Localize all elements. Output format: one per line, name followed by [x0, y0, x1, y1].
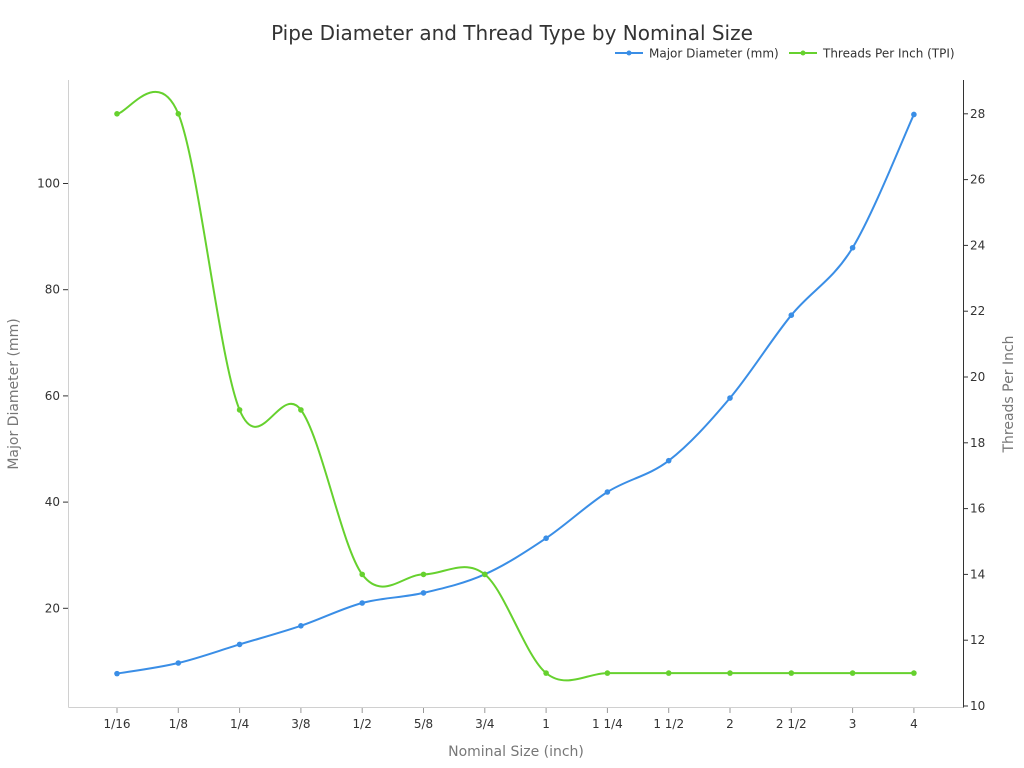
legend: Major Diameter (mm) Threads Per Inch (TP… [615, 47, 955, 61]
tpi-point[interactable] [114, 111, 120, 117]
y-axis-label-right: Threads Per Inch [1001, 335, 1017, 453]
y2-tick-label: 10 [970, 699, 985, 713]
x-tick-label: 1 [542, 717, 550, 731]
tpi-point[interactable] [543, 670, 549, 676]
series-threads-per-inch [114, 90, 917, 682]
legend-label-major-diameter: Major Diameter (mm) [649, 47, 779, 61]
x-tick-label: 2 1/2 [776, 717, 807, 731]
tpi-point[interactable] [788, 670, 795, 676]
tpi-point[interactable] [849, 670, 856, 676]
plot-area [68, 80, 964, 708]
x-tick-label: 1/16 [104, 717, 131, 731]
x-tick-label: 3/8 [291, 717, 310, 731]
major-diameter-point[interactable] [236, 641, 243, 648]
major-diameter-point[interactable] [849, 244, 856, 251]
tpi-line [116, 90, 914, 682]
y2-tick-label: 26 [970, 173, 985, 187]
y2-tick-label: 20 [970, 370, 985, 384]
major-diameter-point[interactable] [359, 600, 366, 606]
y-tick-label: 100 [37, 177, 60, 191]
legend-marker-tpi [800, 50, 806, 56]
x-tick-label: 3/4 [475, 717, 494, 731]
x-tick-label: 1 1/4 [592, 717, 623, 731]
right-y-axis-ticks: 10 12 14 16 18 20 22 24 26 28 [963, 107, 985, 713]
major-diameter-point[interactable] [114, 670, 120, 677]
legend-marker-major-diameter [626, 50, 632, 56]
x-tick-label: 1/8 [169, 717, 188, 731]
major-diameter-point[interactable] [727, 395, 733, 401]
series-major-diameter [114, 111, 917, 677]
x-axis-label: Nominal Size (inch) [448, 744, 584, 760]
legend-label-tpi: Threads Per Inch (TPI) [822, 47, 955, 61]
major-diameter-point[interactable] [175, 660, 182, 666]
tpi-point[interactable] [482, 571, 488, 578]
tpi-point[interactable] [911, 670, 917, 676]
major-diameter-line [116, 114, 915, 675]
y2-tick-label: 14 [970, 567, 985, 581]
x-tick-label: 4 [910, 717, 918, 731]
x-axis-ticks: 1/16 1/8 1/4 3/8 1/2 5/8 3/4 1 1 1/4 1 1/2 2 2 1/2 3… [104, 708, 918, 731]
major-diameter-point[interactable] [604, 489, 611, 495]
tpi-point[interactable] [604, 670, 611, 676]
y2-tick-label: 18 [970, 436, 985, 450]
y-tick-label: 60 [45, 389, 60, 403]
major-diameter-point[interactable] [911, 111, 917, 118]
chart-title: Pipe Diameter and Thread Type by Nominal… [271, 21, 753, 45]
major-diameter-point[interactable] [420, 590, 427, 596]
y-tick-label: 20 [45, 601, 60, 615]
y-tick-label: 40 [45, 495, 60, 509]
major-diameter-point[interactable] [788, 312, 795, 318]
tpi-point[interactable] [298, 407, 304, 413]
y-tick-label: 80 [45, 283, 60, 297]
tpi-point[interactable] [727, 670, 733, 676]
x-tick-label: 2 [726, 717, 734, 731]
x-tick-label: 1 1/2 [653, 717, 684, 731]
tpi-point[interactable] [175, 111, 182, 117]
y2-tick-label: 12 [970, 633, 985, 647]
x-tick-label: 5/8 [414, 717, 433, 731]
x-tick-label: 1/4 [230, 717, 249, 731]
tpi-point[interactable] [665, 670, 672, 676]
tpi-point[interactable] [359, 571, 366, 578]
major-diameter-point[interactable] [665, 457, 672, 464]
major-diameter-point[interactable] [298, 623, 304, 629]
tpi-point[interactable] [236, 407, 243, 413]
y2-tick-label: 24 [970, 238, 985, 252]
y-axis-label-left: Major Diameter (mm) [6, 318, 22, 469]
legend-item-major-diameter[interactable]: Major Diameter (mm) [615, 47, 779, 61]
legend-item-tpi[interactable]: Threads Per Inch (TPI) [789, 47, 955, 61]
y2-tick-label: 22 [970, 304, 985, 318]
y2-tick-label: 28 [970, 107, 985, 121]
left-y-axis-ticks: 20 40 60 80 100 [37, 177, 68, 615]
major-diameter-point[interactable] [543, 535, 549, 542]
tpi-point[interactable] [420, 571, 427, 578]
x-tick-label: 1/2 [353, 717, 372, 731]
y2-tick-label: 16 [970, 502, 985, 516]
x-tick-label: 3 [849, 717, 857, 731]
